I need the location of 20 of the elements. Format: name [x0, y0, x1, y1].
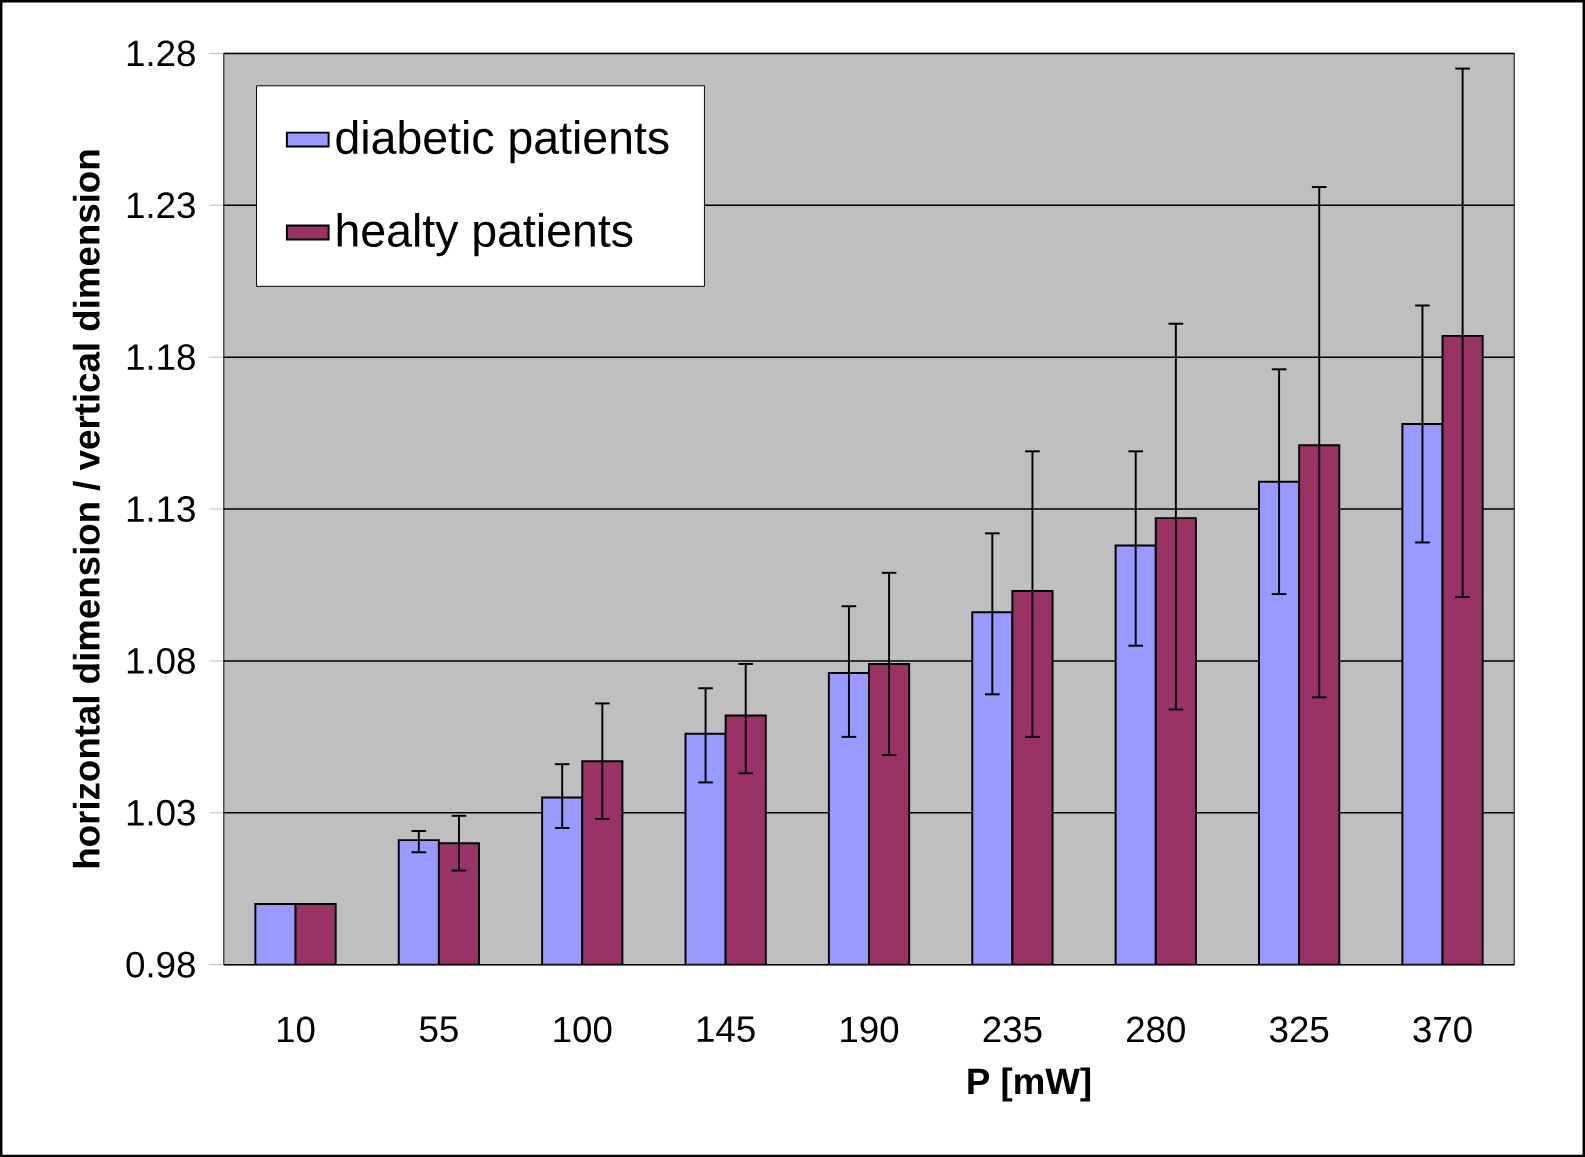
x-tick-label: 145 — [697, 1016, 755, 1042]
y-tick-label: 0.98 — [126, 951, 195, 978]
x-tick-label: 235 — [983, 1016, 1042, 1043]
y-tick-label: 1.18 — [127, 344, 195, 371]
x-tick-label: 370 — [1413, 1016, 1472, 1043]
y-axis-title: horizontal dimension / vertical dimension — [72, 150, 101, 868]
x-axis-title: P [mW] — [968, 1067, 1091, 1102]
y-tick-label: 1.03 — [127, 799, 195, 826]
x-tick-label: 10 — [277, 1016, 315, 1043]
y-tick-label: 1.28 — [127, 40, 195, 67]
y-tick-label: 1.08 — [127, 647, 195, 674]
y-tick-label: 1.13 — [127, 495, 195, 522]
x-tick-label: 100 — [554, 1016, 612, 1043]
x-tick-label: 190 — [841, 1016, 899, 1043]
legend-label: diabetic patients — [336, 119, 669, 164]
x-tick-label: 325 — [1269, 1016, 1329, 1043]
x-tick-label: 55 — [419, 1016, 458, 1042]
x-tick-label: 280 — [1127, 1016, 1185, 1043]
y-tick-label: 1.23 — [127, 192, 195, 219]
legend-label: healty patients — [337, 212, 633, 257]
